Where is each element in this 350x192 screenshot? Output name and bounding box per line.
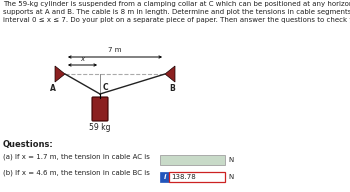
FancyBboxPatch shape [160,172,169,182]
Text: interval 0 ≤ x ≤ 7. Do your plot on a separate piece of paper. Then answer the q: interval 0 ≤ x ≤ 7. Do your plot on a se… [3,17,350,23]
Text: C: C [103,83,108,92]
Text: (b) If x = 4.6 m, the tension in cable BC is: (b) If x = 4.6 m, the tension in cable B… [3,170,150,176]
Text: 138.78: 138.78 [171,174,196,180]
Text: B: B [169,84,175,93]
FancyBboxPatch shape [169,172,225,182]
Text: N: N [228,157,233,163]
FancyBboxPatch shape [92,97,108,121]
Text: x: x [80,56,85,62]
Polygon shape [165,66,175,82]
Text: supports at A and B. The cable is 8 m in length. Determine and plot the tensions: supports at A and B. The cable is 8 m in… [3,9,350,15]
Text: N: N [228,174,233,180]
Text: A: A [50,84,56,93]
FancyBboxPatch shape [160,155,225,165]
Text: i: i [163,174,166,180]
Polygon shape [55,66,65,82]
Text: The 59-kg cylinder is suspended from a clamping collar at C which can be positio: The 59-kg cylinder is suspended from a c… [3,1,350,7]
Text: 7 m: 7 m [108,47,122,53]
Text: (a) If x = 1.7 m, the tension in cable AC is: (a) If x = 1.7 m, the tension in cable A… [3,153,150,160]
Text: Questions:: Questions: [3,140,54,149]
Text: 59 kg: 59 kg [89,123,111,132]
